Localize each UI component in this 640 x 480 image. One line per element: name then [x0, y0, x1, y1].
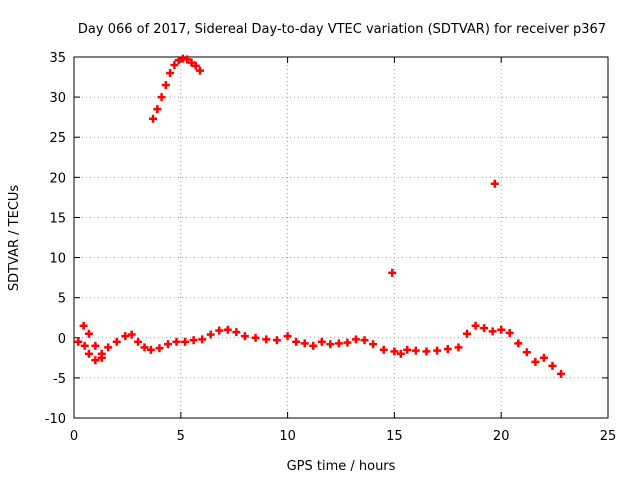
data-point	[232, 328, 241, 337]
data-point	[174, 56, 183, 65]
data-point	[388, 268, 397, 277]
data-point	[433, 346, 442, 355]
data-point	[390, 347, 399, 356]
y-tick-label: 30	[49, 91, 66, 106]
data-point	[360, 336, 369, 345]
data-point	[189, 336, 198, 345]
data-point	[443, 345, 452, 354]
data-point	[471, 321, 480, 330]
plot-frame	[73, 56, 609, 419]
data-point	[140, 343, 149, 352]
data-point	[300, 339, 309, 348]
y-axis-label: SDTVAR / TECUs	[7, 185, 22, 292]
data-point	[514, 339, 523, 348]
x-tick-label: 10	[279, 429, 296, 444]
y-tick-label: 15	[49, 211, 66, 226]
data-point	[488, 327, 497, 336]
y-tick-label: 35	[49, 51, 66, 66]
data-point	[134, 337, 143, 346]
data-point	[127, 330, 136, 339]
y-tick-label: -10	[45, 412, 66, 427]
data-point	[104, 343, 113, 352]
y-tick-label: 0	[58, 332, 66, 347]
data-point	[548, 361, 557, 370]
data-point	[206, 330, 215, 339]
data-point	[454, 343, 463, 352]
x-tick-label: 25	[600, 429, 617, 444]
data-point	[198, 335, 207, 344]
data-point	[411, 346, 420, 355]
data-point	[149, 114, 158, 123]
data-point	[196, 66, 205, 75]
data-point	[183, 55, 192, 64]
data-point	[157, 93, 166, 102]
data-point	[84, 349, 93, 358]
data-point	[317, 337, 326, 346]
data-point	[191, 61, 200, 70]
data-point	[480, 324, 489, 333]
data-point	[369, 340, 378, 349]
data-point	[326, 340, 335, 349]
data-point	[215, 326, 224, 335]
y-tick-label: 20	[49, 171, 66, 186]
x-tick-label: 20	[493, 429, 510, 444]
data-point	[351, 335, 360, 344]
data-point	[531, 357, 540, 366]
x-tick-label: 5	[177, 429, 185, 444]
data-point	[97, 353, 106, 362]
data-point	[422, 347, 431, 356]
grid	[74, 57, 608, 418]
data-point	[166, 69, 175, 78]
x-tick-label: 15	[386, 429, 403, 444]
data-point	[557, 369, 566, 378]
data-point	[172, 337, 181, 346]
data-point	[292, 337, 301, 346]
y-tick-label: 5	[58, 292, 66, 307]
data-point	[403, 345, 412, 354]
data-point	[112, 337, 121, 346]
data-point	[181, 337, 190, 346]
data-point	[155, 344, 164, 353]
data-point	[223, 325, 232, 334]
data-point	[262, 335, 271, 344]
x-axis-label: GPS time / hours	[287, 459, 396, 474]
data-point	[539, 353, 548, 362]
data-point	[283, 332, 292, 341]
data-point	[379, 345, 388, 354]
data-point	[121, 332, 130, 341]
data-point	[309, 341, 318, 350]
data-point	[343, 338, 352, 347]
data-point	[153, 105, 162, 114]
data-point	[74, 337, 83, 346]
data-points	[74, 54, 566, 378]
data-point	[187, 58, 196, 67]
data-point	[91, 356, 100, 365]
data-point	[80, 341, 89, 350]
data-point	[463, 329, 472, 338]
chart-title: Day 066 of 2017, Sidereal Day-to-day VTE…	[78, 22, 606, 37]
y-tick-label: 10	[49, 252, 66, 267]
data-point	[170, 61, 179, 70]
x-tick-label: 0	[70, 429, 78, 444]
y-tick-label: -5	[53, 372, 66, 387]
data-point	[240, 332, 249, 341]
y-tick-label: 25	[49, 131, 66, 146]
axis-ticks: 0 5 10 15 20 25 -10 -5 0 5 10 15 20 25 30 35	[45, 51, 617, 444]
data-point	[91, 341, 100, 350]
data-point	[497, 325, 506, 334]
data-point	[490, 179, 499, 188]
data-point	[146, 345, 155, 354]
data-point	[334, 339, 343, 348]
data-point	[163, 340, 172, 349]
data-point	[272, 336, 281, 345]
data-point	[251, 333, 260, 342]
data-point	[396, 349, 405, 358]
data-point	[505, 328, 514, 337]
data-point	[84, 329, 93, 338]
data-point	[161, 81, 170, 90]
data-point	[79, 321, 88, 330]
data-point	[522, 348, 531, 357]
